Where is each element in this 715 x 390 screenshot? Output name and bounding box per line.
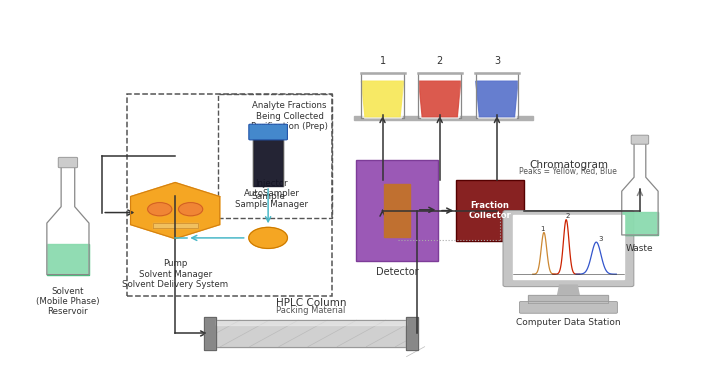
Polygon shape [47,160,89,275]
Polygon shape [475,73,518,118]
Polygon shape [513,215,624,279]
FancyBboxPatch shape [58,157,77,168]
Bar [127,94,332,296]
Polygon shape [204,317,216,350]
Polygon shape [47,244,89,275]
Polygon shape [475,73,518,118]
Text: Injector
AutoSampler
Sample Manager: Injector AutoSampler Sample Manager [235,179,308,209]
Text: Analyte Fractions
Being Collected
Purification (Prep): Analyte Fractions Being Collected Purifi… [251,101,328,131]
Text: HPLC Column: HPLC Column [276,298,346,308]
Text: 3: 3 [494,56,500,66]
Polygon shape [528,295,608,303]
Text: 2: 2 [565,213,570,220]
Polygon shape [418,73,461,118]
Polygon shape [418,73,461,118]
Text: Packing Material: Packing Material [276,306,346,315]
Polygon shape [216,320,406,347]
Polygon shape [384,184,410,237]
Polygon shape [361,73,404,118]
Text: 3: 3 [598,236,603,242]
Text: Fraction
Collector: Fraction Collector [468,201,511,220]
FancyBboxPatch shape [503,211,634,287]
Circle shape [179,202,203,216]
Text: 1: 1 [380,56,385,66]
Polygon shape [476,81,518,117]
Text: Peaks = Yellow, Red, Blue: Peaks = Yellow, Red, Blue [520,167,617,176]
Polygon shape [406,317,418,350]
Circle shape [249,227,287,248]
Polygon shape [354,116,533,120]
Polygon shape [622,212,658,235]
Polygon shape [152,223,198,228]
Polygon shape [419,81,460,117]
Text: Computer Data Station: Computer Data Station [516,318,621,327]
Text: Detector: Detector [375,267,418,277]
Text: Sample: Sample [251,192,285,201]
Polygon shape [362,81,403,117]
FancyBboxPatch shape [519,301,618,313]
FancyBboxPatch shape [249,124,287,140]
Bar [456,180,523,241]
Polygon shape [216,320,406,325]
Polygon shape [131,183,220,239]
Bar [218,94,332,218]
Polygon shape [556,285,581,303]
Polygon shape [361,73,404,118]
Circle shape [147,202,172,216]
Text: 2: 2 [437,56,443,66]
FancyBboxPatch shape [631,135,649,144]
Polygon shape [253,139,283,186]
Text: Waste: Waste [626,244,654,253]
Text: Chromatogram: Chromatogram [529,160,608,170]
Text: 1: 1 [541,226,545,232]
Polygon shape [622,138,658,235]
Bar [356,160,438,261]
Text: Solvent
(Mobile Phase)
Reservoir: Solvent (Mobile Phase) Reservoir [36,287,99,316]
Text: Pump
Solvent Manager
Solvent Delivery System: Pump Solvent Manager Solvent Delivery Sy… [122,259,228,289]
